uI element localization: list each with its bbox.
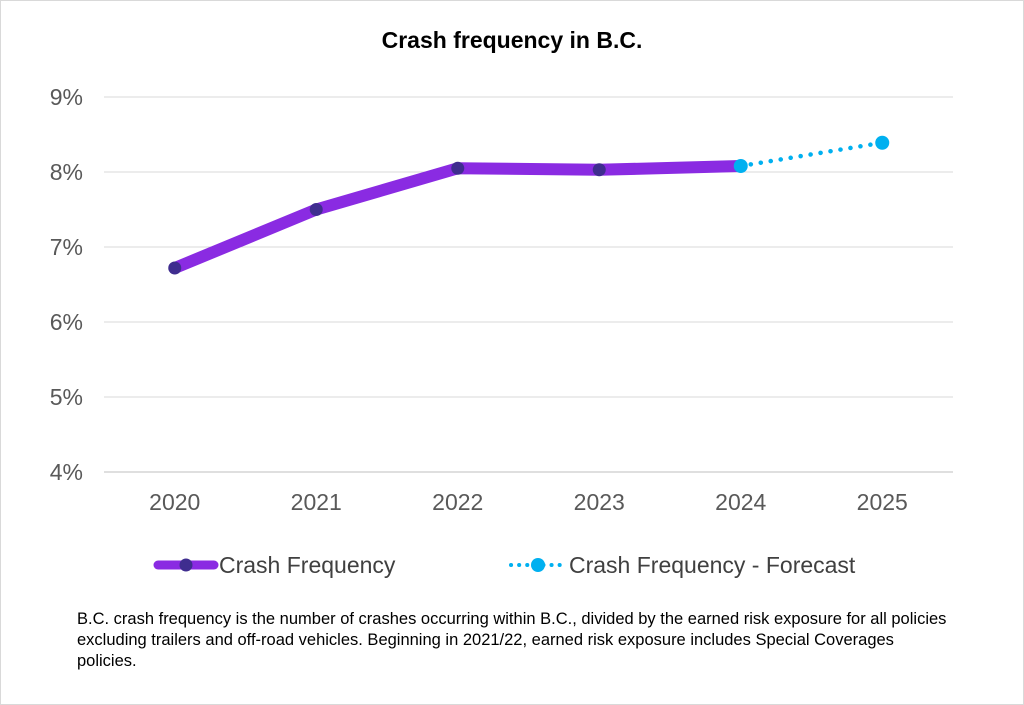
legend-swatch-solid-line	[153, 558, 219, 572]
y-tick-label: 4%	[50, 459, 83, 485]
chart-title: Crash frequency in B.C.	[381, 27, 643, 53]
data-point	[592, 163, 606, 177]
line-chart: 4% 5% 6% 7% 8% 9% 2020 2021 2022 2023 2024 2025	[50, 84, 953, 515]
series-line-forecast	[738, 140, 885, 169]
x-tick-label: 2021	[291, 489, 342, 515]
legend-label-crash-frequency: Crash Frequency	[219, 551, 396, 578]
y-tick-label: 5%	[50, 384, 83, 410]
y-tick-label: 6%	[50, 309, 83, 335]
y-tick-label: 9%	[50, 84, 83, 110]
data-point	[168, 261, 182, 275]
x-tick-label: 2024	[715, 489, 766, 515]
legend-item-crash-frequency: Crash Frequency	[153, 548, 395, 582]
legend-item-crash-frequency-forecast: Crash Frequency - Forecast	[507, 548, 855, 582]
x-tick-label: 2023	[574, 489, 625, 515]
data-point	[451, 161, 465, 175]
data-point-forecast	[875, 135, 890, 150]
data-point	[309, 203, 323, 216]
data-point-forecast	[733, 159, 748, 173]
x-tick-label: 2020	[149, 489, 200, 515]
x-tick-label: 2025	[857, 489, 908, 515]
chart-legend: Crash Frequency Crash Frequency - Foreca…	[1, 548, 1023, 582]
series-line-crash-frequency	[168, 160, 747, 274]
legend-swatch-dotted-line	[509, 558, 567, 572]
x-tick-label: 2022	[432, 489, 483, 515]
legend-label-crash-frequency-forecast: Crash Frequency - Forecast	[569, 551, 856, 578]
y-tick-label: 8%	[50, 159, 83, 185]
y-tick-label: 7%	[50, 234, 83, 260]
footnote: B.C. crash frequency is the number of cr…	[77, 610, 947, 670]
